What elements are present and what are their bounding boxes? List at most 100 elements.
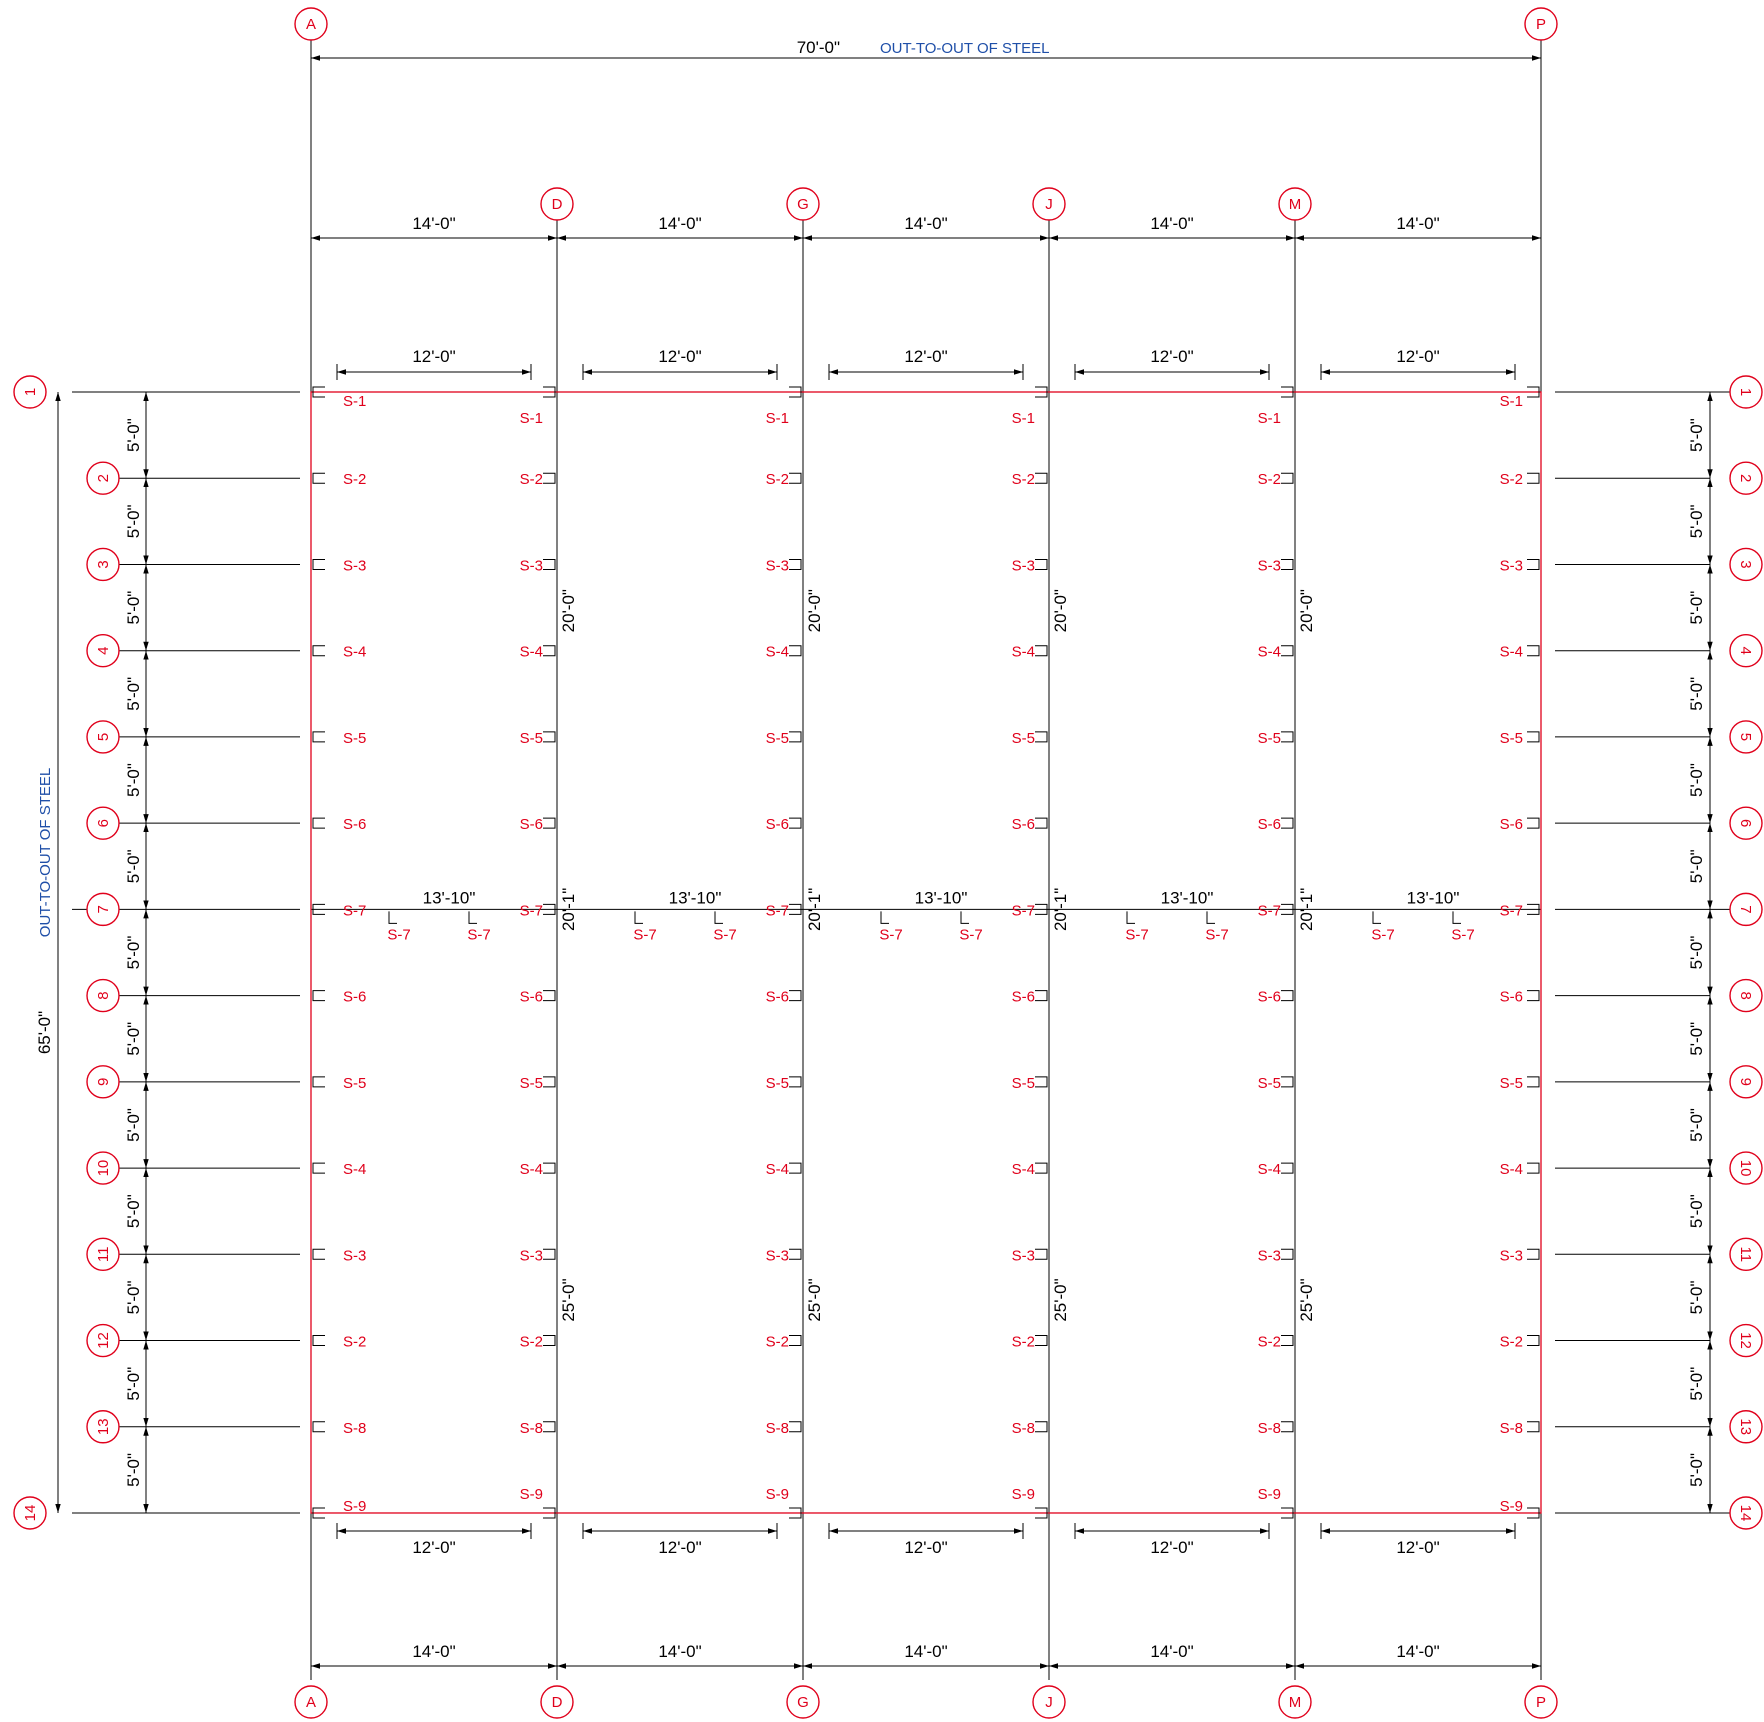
stud-clip [1281, 990, 1294, 1002]
row-spacing-label: 5'-0" [124, 1367, 143, 1401]
grid-bubble-circle [86, 547, 120, 582]
stud-label-mid-bay: S-7 [879, 926, 902, 943]
stud-label-col-D: S-5 [520, 730, 543, 747]
grid-bubble-circle [86, 1151, 120, 1185]
mid-span-label: 13'-10" [915, 888, 968, 907]
lower-segment-label: 25'-0" [805, 1278, 824, 1321]
row-spacing-label: 5'-0" [1687, 591, 1706, 625]
grid-bubble-label: 11 [1737, 1247, 1754, 1263]
grid-bubble-label: 4 [1737, 647, 1754, 655]
stud-clip [1035, 645, 1048, 657]
row-spacing-label: 5'-0" [1687, 1280, 1706, 1314]
stud-clip [1035, 386, 1048, 398]
stud-clip [1035, 1421, 1048, 1433]
grid-bubble-circle [1729, 720, 1763, 754]
stud-label-col-M: S-8 [1258, 1420, 1281, 1437]
upper-segment-label: 20'-0" [1297, 589, 1316, 632]
stud-clip [960, 911, 969, 924]
grid-bubble-M-bottom: M [1278, 1685, 1312, 1719]
stud-clip [1281, 558, 1294, 570]
mid-span-label: 13'-10" [1407, 888, 1460, 907]
stud-clip [1527, 1248, 1540, 1260]
stud-label-col-M: S-4 [1258, 644, 1281, 661]
stud-label-col-D: S-4 [520, 644, 543, 661]
stud-clip [312, 990, 325, 1002]
stud-clip [543, 731, 556, 743]
grid-bubble-label: P [1536, 16, 1546, 33]
stud-clip [1035, 1076, 1048, 1088]
grid-bubble-J-bottom: J [1032, 1685, 1066, 1719]
stud-label-left: S-5 [343, 1075, 366, 1092]
grid-bubble-row-10-right: 10 [1729, 1151, 1763, 1185]
stud-label-col-J: S-1 [1012, 410, 1035, 427]
stud-clip [312, 1162, 325, 1174]
grid-bubble-circle [294, 1685, 328, 1719]
stud-clip [312, 1421, 325, 1433]
stud-label-left: S-2 [343, 471, 366, 488]
stud-label-col-M: S-2 [1258, 471, 1281, 488]
grid-bubble-row-7-left: 7 [86, 892, 120, 927]
stud-label-col-G: S-8 [766, 1420, 789, 1437]
stud-label-col-G: S-2 [766, 1334, 789, 1351]
stud-label-right: S-5 [1500, 1075, 1523, 1092]
grid-bubble-circle [86, 1323, 120, 1358]
stud-clip [312, 903, 325, 915]
stud-label-col-M: S-6 [1258, 989, 1281, 1006]
mid-span-label: 13'-10" [1161, 888, 1214, 907]
bay-width-label: 14'-0" [1396, 1642, 1439, 1661]
grid-bubble-label: 9 [95, 1078, 112, 1086]
stud-labels: S-1 S-1 S-1 S-1 S-1 S-1 S-2 S-2 S-2 S-2 S-2 S-2 S-3 S… [343, 393, 1523, 1515]
stud-clip [1281, 472, 1294, 484]
grid-bubble-circle [1032, 1685, 1066, 1719]
stud-clip [1035, 731, 1048, 743]
grid-bubble-circle [786, 187, 820, 221]
overall-depth-note: OUT-TO-OUT OF STEEL [37, 768, 54, 937]
grid-bubble-label: J [1045, 196, 1053, 213]
stud-clip [1281, 1162, 1294, 1174]
grid-bubble-row-11-left: 11 [86, 1237, 120, 1272]
clear-span-label: 12'-0" [658, 347, 701, 366]
bay-width-label: 14'-0" [658, 1642, 701, 1661]
grid-bubble-circle [1032, 187, 1066, 221]
grid-bubble-label: 7 [95, 905, 112, 913]
bay-width-label: 14'-0" [412, 1642, 455, 1661]
bay-width-label: 14'-0" [412, 214, 455, 233]
grid-bubble-circle [86, 806, 120, 840]
stud-label-left: S-7 [343, 902, 366, 919]
upper-segment-label: 20'-0" [805, 589, 824, 632]
stud-clip [312, 1248, 325, 1260]
stud-label-col-D: S-3 [520, 557, 543, 574]
grid-bubble-circle [1729, 1065, 1763, 1099]
grid-bubble-row-5-left: 5 [86, 720, 120, 754]
stud-clip [312, 1507, 325, 1519]
stud-label-col-J: S-3 [1012, 1247, 1035, 1264]
overall-width-label: 70'-0" [797, 38, 840, 57]
grid-bubble-circle [86, 720, 120, 754]
stud-clip [1126, 911, 1135, 924]
stud-clip [1527, 472, 1540, 484]
stud-clip [1372, 911, 1381, 924]
clear-span-label: 12'-0" [412, 347, 455, 366]
clear-span-label: 12'-0" [1396, 347, 1439, 366]
bay-width-label: 14'-0" [658, 214, 701, 233]
stud-clip [543, 1421, 556, 1433]
grid-bubble-G-top: G [786, 187, 820, 221]
grid-bubble-label: 3 [95, 560, 112, 568]
stud-clip [1281, 1076, 1294, 1088]
grid-bubble-row-1-right: 1 [1729, 375, 1763, 409]
grid-bubble-row-5-right: 5 [1729, 720, 1763, 754]
stud-clip [312, 731, 325, 743]
grid-bubble-circle [86, 978, 120, 1013]
stud-label-col-J: S-4 [1012, 644, 1035, 661]
stud-clip [789, 903, 802, 915]
grid-bubble-label: 7 [1737, 905, 1754, 913]
clear-span-label: 12'-0" [1150, 347, 1193, 366]
mid-segment-label: 20'-1" [559, 888, 578, 931]
grid-bubble-circle [13, 375, 47, 409]
stud-label-mid-bay: S-7 [959, 926, 982, 943]
grid-bubble-circle [1524, 1685, 1558, 1719]
stud-clip [1527, 990, 1540, 1002]
stud-clip [1527, 1421, 1540, 1433]
grid-bubble-label: 1 [1737, 388, 1754, 396]
